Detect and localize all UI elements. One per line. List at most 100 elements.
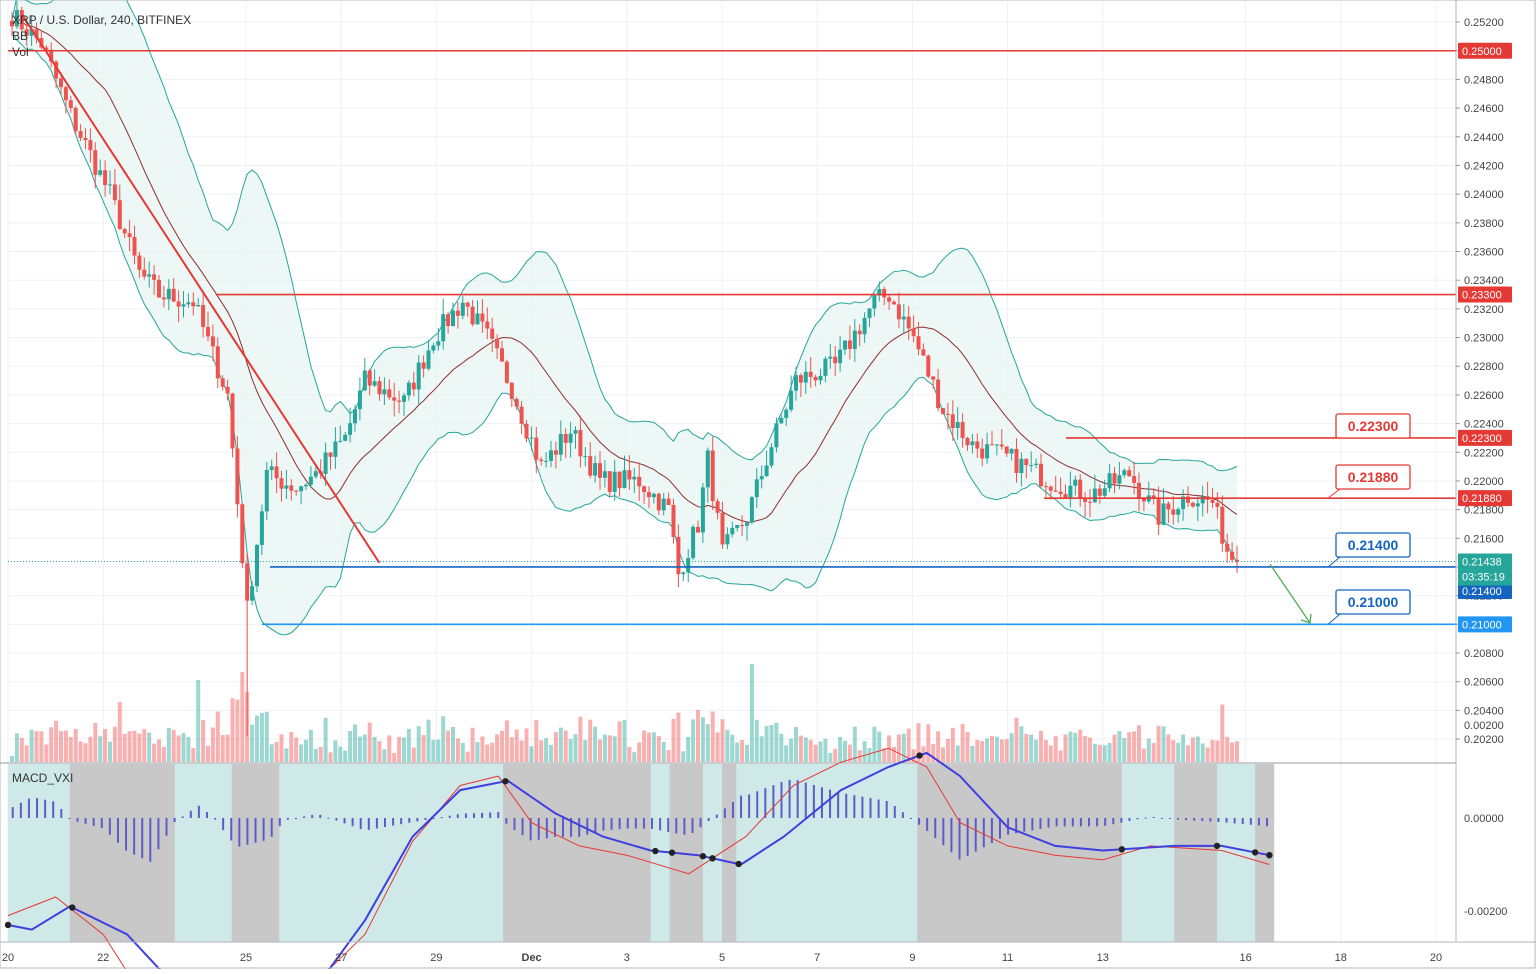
price-tick-label: 0.22600 xyxy=(1464,390,1504,402)
volume-bar xyxy=(309,730,313,762)
volume-bar xyxy=(770,725,774,762)
volume-bar xyxy=(637,742,641,762)
macd-histogram-bar xyxy=(845,794,847,818)
candle-body xyxy=(936,380,940,409)
volume-bar xyxy=(25,745,29,762)
volume-bar xyxy=(280,734,284,762)
macd-histogram-bar xyxy=(659,818,661,830)
volume-bar xyxy=(1235,741,1239,762)
volume-bar xyxy=(289,732,293,762)
volume-bar xyxy=(451,727,455,762)
volume-bar xyxy=(436,740,440,762)
volume-bar xyxy=(1171,740,1175,762)
candle-body xyxy=(240,504,244,563)
macd-histogram-bar xyxy=(959,818,961,859)
candle-body xyxy=(750,497,754,522)
volume-bar xyxy=(162,747,166,762)
macd-histogram-bar xyxy=(497,812,499,818)
tag-0.23300-text: 0.23300 xyxy=(1462,290,1502,302)
volume-bar xyxy=(696,710,700,762)
macd-histogram-bar xyxy=(716,815,718,818)
candle-body xyxy=(1015,449,1019,473)
volume-bar xyxy=(623,720,627,762)
macd-histogram-bar xyxy=(408,818,410,823)
macd-histogram-bar xyxy=(1112,818,1114,824)
candle-body xyxy=(133,237,137,256)
candle-body xyxy=(1054,491,1058,492)
macd-histogram-bar xyxy=(263,818,265,841)
candle-body xyxy=(397,401,401,402)
candle-body xyxy=(1191,503,1195,507)
macd-histogram-bar xyxy=(1048,818,1050,828)
candle-body xyxy=(294,491,298,492)
volume-bar xyxy=(1206,747,1210,762)
candle-body xyxy=(216,346,220,378)
candle-body xyxy=(1117,475,1121,483)
candle-body xyxy=(980,449,984,459)
volume-bar xyxy=(152,744,156,762)
volume-bar xyxy=(270,744,274,762)
candle-body xyxy=(574,430,578,434)
candle-body xyxy=(672,505,676,537)
candle-body xyxy=(417,362,421,389)
price-tick-label: 0.20800 xyxy=(1464,648,1504,660)
candle-body xyxy=(887,297,891,301)
volume-bar xyxy=(956,746,960,762)
volume-bar xyxy=(392,753,396,762)
time-tick-label: 13 xyxy=(1097,952,1109,964)
volume-bar xyxy=(980,741,984,762)
macd-histogram-bar xyxy=(12,807,14,818)
volume-bar xyxy=(1166,734,1170,762)
price-tick-label: 0.24400 xyxy=(1464,132,1504,144)
macd-histogram-bar xyxy=(1234,818,1236,823)
candle-body xyxy=(338,441,342,442)
candle-body xyxy=(779,418,783,423)
macd-histogram-bar xyxy=(1072,818,1074,826)
time-tick-label: 11 xyxy=(1002,952,1013,964)
volume-bar xyxy=(1019,726,1023,762)
candle-body xyxy=(167,289,171,299)
candle-body xyxy=(162,297,166,299)
candle-body xyxy=(623,470,627,488)
price-tick-label: 0.22200 xyxy=(1464,447,1504,459)
macd-histogram-bar xyxy=(28,799,30,818)
volume-bar xyxy=(1132,731,1136,762)
candle-body xyxy=(118,200,122,229)
volume-bar xyxy=(476,742,480,762)
macd-histogram-bar xyxy=(238,818,240,847)
volume-bar xyxy=(1147,739,1151,762)
candle-body xyxy=(84,138,88,140)
volume-bar xyxy=(691,719,695,762)
volume-bar xyxy=(30,730,34,762)
candle-body xyxy=(343,435,347,441)
volume-bar xyxy=(59,731,63,762)
candle-body xyxy=(559,434,563,455)
macd-histogram-bar xyxy=(602,818,604,831)
candle-body xyxy=(721,513,725,545)
macd-histogram-bar xyxy=(141,818,143,858)
candle-body xyxy=(1029,465,1033,466)
price-tick-label: 0.23800 xyxy=(1464,218,1504,230)
volume-bar xyxy=(1142,749,1146,762)
macd-histogram-bar xyxy=(886,801,888,818)
time-tick-label: 7 xyxy=(814,952,820,964)
volume-bar xyxy=(838,737,842,762)
macd-cross-dot xyxy=(502,778,508,784)
volume-bar xyxy=(10,756,14,762)
candle-body xyxy=(88,140,92,150)
macd-histogram-bar xyxy=(764,788,766,818)
volume-bar xyxy=(1196,736,1200,762)
tag-0.25000-text: 0.25000 xyxy=(1462,46,1502,58)
macd-histogram-bar xyxy=(335,818,337,821)
volume-bar xyxy=(353,724,357,762)
time-tick-label: 20 xyxy=(2,952,14,964)
macd-histogram-bar xyxy=(149,818,151,862)
candle-body xyxy=(652,494,656,497)
volume-bar xyxy=(564,730,568,762)
macd-histogram-bar xyxy=(1128,818,1130,821)
macd-cross-dot xyxy=(1119,846,1125,852)
candle-body xyxy=(152,274,156,279)
candle-body xyxy=(961,422,965,438)
